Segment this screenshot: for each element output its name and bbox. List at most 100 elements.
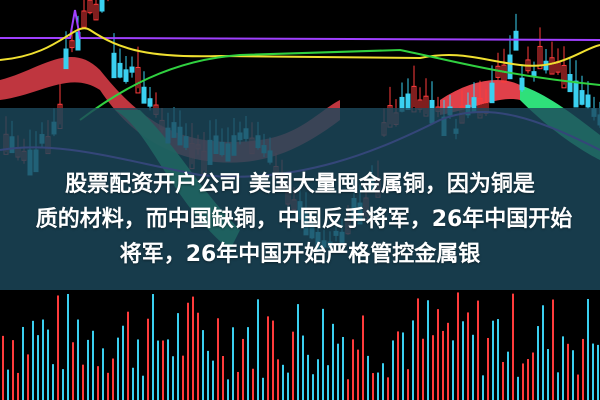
volume-bar [412,320,414,400]
volume-bar [397,331,399,400]
volume-bar [247,327,249,400]
candle-body [93,3,99,21]
volume-bar [302,335,304,400]
volume-bar [167,339,169,400]
volume-bar [22,326,24,400]
volume-bar [92,330,94,400]
candle-body [141,86,147,104]
volume-bar [292,331,294,400]
volume-bar [387,377,389,400]
caption-line-2: 质的材料，而中国缺铜，中国反手将军，26年中国开始 [35,207,573,232]
volume-bar [532,352,534,400]
volume-bar [37,335,39,400]
volume-bar [227,379,229,400]
volume-bar [492,320,494,400]
volume-bar [447,322,449,400]
volume-bar [332,323,334,400]
volume-bar [367,355,369,400]
volume-bar [217,318,219,400]
volume-bar [2,335,4,400]
volume-bar [237,371,239,400]
volume-bar [567,343,569,400]
candle-body [519,77,525,91]
volume-bar [507,351,509,400]
volume-bar [122,325,124,400]
candle-body [549,57,555,75]
candle-body [507,54,513,80]
volume-bar [102,348,104,400]
volume-bar [422,338,424,400]
volume-bar [462,321,464,400]
volume-bar [42,319,44,400]
volume-bar [477,300,479,400]
volume-bar [502,361,504,400]
line-yellow [0,27,600,67]
volume-bar [277,359,279,400]
volume-bar [377,372,379,400]
volume-bar [142,375,144,400]
volume-bar [77,319,79,400]
volume-bar [162,340,164,400]
volume-bar [117,337,119,400]
line-green [79,48,600,121]
volume-bar [472,334,474,400]
volume-bar [427,300,429,400]
volume-bar [192,296,194,400]
volume-bar [317,359,319,400]
volume-bar [327,365,329,400]
volume-bar [522,363,524,400]
volume-bar [437,309,439,400]
volume-bar [267,316,269,400]
candle-body [501,64,507,83]
volume-bar [552,299,554,400]
volume-bar [12,340,14,400]
volume-bar [352,339,354,400]
volume-bar [417,298,419,400]
volume-bar [242,338,244,400]
volume-bar [517,376,519,400]
volume-bar [322,308,324,400]
volume-bar [257,299,259,400]
candle-body [81,10,87,28]
candle-body [87,0,93,14]
volume-bar [392,340,394,400]
candle-body [489,82,495,104]
volume-bar [197,312,199,400]
volume-bar [62,369,64,400]
volume-bar [112,358,114,400]
candle-body [63,48,69,70]
volume-bar [582,338,584,400]
volume-bar [372,373,374,400]
caption-line-1: 股票配资开户公司 美国大量囤金属铜，因为铜是 [65,172,535,197]
volume-bar [82,364,84,400]
volume-bar [512,293,514,400]
volume-bar [172,356,174,400]
volume-bar [347,379,349,400]
candle-body [135,66,141,94]
volume-bar [282,364,284,400]
line-purple-top [0,9,600,41]
caption-line-3: 将军，26年中国开始严格管控金属银 [119,242,481,267]
volume-bar [307,354,309,400]
candle-body [579,90,585,105]
volume-bar [182,355,184,400]
volume-bar [542,305,544,400]
volume-bar [207,350,209,400]
candle-body [573,80,579,108]
volume-bar [262,377,264,400]
volume-bar [597,344,599,400]
volume-bar [442,330,444,400]
volume-bar [587,298,589,400]
volume-bar [487,337,489,400]
candle-body [75,32,81,51]
candle-body [531,71,537,77]
candle-body [69,40,75,49]
volume-bar [577,374,579,400]
volume-bar [147,318,149,400]
volume-bar [467,312,469,400]
volume-bar [527,359,529,400]
volume-bar [402,332,404,400]
volume-bar [107,372,109,400]
volume-bar [177,313,179,400]
